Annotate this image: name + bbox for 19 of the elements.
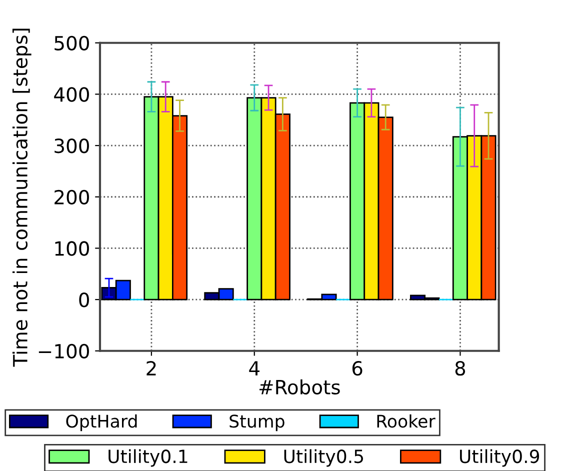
- y-tick-label: 100: [55, 241, 89, 256]
- x-axis-title: #Robots: [259, 379, 340, 394]
- legend-label: Rooker: [377, 414, 436, 428]
- x-tick-label: 6: [352, 360, 362, 376]
- y-tick-label: 0: [79, 292, 89, 308]
- legend-label: Utility0.1: [108, 449, 188, 467]
- legend-label: Utility0.5: [284, 449, 364, 467]
- legend-label: Stump: [230, 414, 284, 432]
- y-tick-label: 500: [54, 36, 89, 51]
- y-axis-title: Time not in communication [steps]: [12, 28, 32, 367]
- x-tick-label: 4: [249, 361, 260, 376]
- y-tick-label: 400: [54, 87, 89, 102]
- y-tick-label: 200: [54, 190, 89, 205]
- y-tick-label: 300: [54, 138, 89, 154]
- x-tick-label: 2: [146, 360, 156, 376]
- y-tick-label: −100: [38, 344, 89, 359]
- legend-label: Utility0.9: [460, 449, 540, 467]
- legend-label: OptHard: [66, 414, 137, 432]
- x-tick-label: 8: [455, 360, 466, 376]
